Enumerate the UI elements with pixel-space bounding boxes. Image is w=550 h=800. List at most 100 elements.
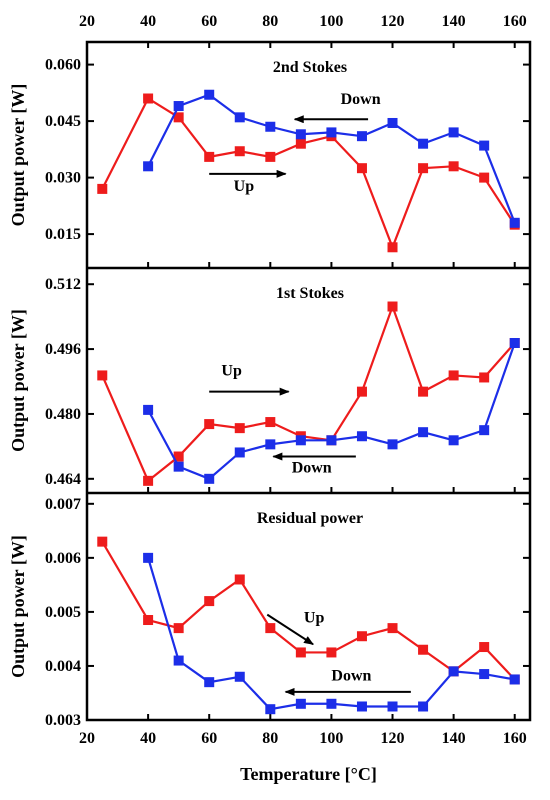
data-point-up — [295, 138, 306, 149]
data-point-up — [143, 615, 154, 626]
data-point-up — [97, 370, 108, 381]
y-tick-label: 0.007 — [45, 496, 81, 513]
y-tick-label: 0.480 — [45, 406, 81, 423]
data-point-up — [97, 536, 108, 547]
data-point-up — [265, 623, 276, 634]
x-tick-label-top: 100 — [319, 13, 343, 30]
x-tick-label-top: 120 — [381, 13, 405, 30]
annotation-label: Down — [331, 668, 371, 685]
data-point-down — [204, 89, 215, 100]
panel-title: Residual power — [257, 510, 363, 527]
annotation-label: Down — [292, 460, 332, 477]
data-point-down — [356, 701, 367, 712]
panel-title: 2nd Stokes — [273, 59, 347, 76]
annotation-label: Down — [341, 91, 381, 108]
data-point-up — [448, 370, 459, 381]
data-point-up — [173, 623, 184, 634]
annotation-label: Up — [234, 178, 255, 195]
data-point-down — [234, 112, 245, 123]
data-point-up — [234, 146, 245, 157]
y-tick-label: 0.496 — [45, 341, 81, 358]
data-point-down — [295, 435, 306, 446]
series-line-down — [147, 342, 516, 481]
x-tick-label-top: 160 — [503, 13, 527, 30]
data-point-down — [448, 435, 459, 446]
data-point-down — [479, 425, 490, 436]
data-point-up — [448, 161, 459, 172]
data-point-down — [387, 117, 398, 128]
data-point-up — [234, 423, 245, 434]
data-point-down — [418, 701, 429, 712]
data-point-down — [326, 698, 337, 709]
data-point-up — [387, 623, 398, 634]
data-point-up — [265, 151, 276, 162]
data-point-down — [234, 447, 245, 458]
data-point-up — [97, 183, 108, 194]
data-point-down — [479, 669, 490, 680]
series-line-up — [101, 541, 516, 681]
data-point-down — [234, 671, 245, 682]
data-point-down — [356, 431, 367, 442]
data-point-up — [204, 596, 215, 607]
data-point-up — [387, 301, 398, 312]
data-point-up — [204, 419, 215, 430]
series-line-up — [101, 303, 516, 483]
data-point-down — [509, 674, 520, 685]
y-tick-label: 0.060 — [45, 57, 81, 74]
data-point-down — [265, 121, 276, 132]
panel-title: 1st Stokes — [276, 285, 344, 302]
data-point-up — [479, 372, 490, 383]
x-tick-label-top: 140 — [442, 13, 466, 30]
data-point-up — [265, 417, 276, 428]
data-point-down — [204, 677, 215, 688]
data-point-up — [143, 475, 154, 486]
data-point-down — [143, 552, 154, 563]
y-tick-label: 0.004 — [45, 658, 81, 675]
data-point-down — [326, 435, 337, 446]
annotation-label: Up — [221, 362, 242, 379]
x-tick-label-bottom: 40 — [140, 730, 156, 747]
data-point-down — [509, 217, 520, 228]
data-point-up — [326, 647, 337, 658]
data-point-down — [326, 127, 337, 138]
data-point-down — [173, 461, 184, 472]
data-point-up — [418, 163, 429, 174]
series-line-down — [147, 93, 516, 224]
series-line-down — [147, 557, 515, 711]
data-point-down — [387, 701, 398, 712]
data-point-down — [356, 131, 367, 142]
data-point-down — [448, 666, 459, 677]
data-point-down — [479, 140, 490, 151]
y-tick-label: 0.015 — [45, 226, 81, 243]
data-point-up — [173, 451, 184, 462]
x-tick-label-bottom: 120 — [381, 730, 405, 747]
y-tick-label: 0.005 — [45, 604, 81, 621]
data-point-up — [479, 642, 490, 653]
data-point-up — [418, 644, 429, 655]
y-tick-label: 0.512 — [45, 276, 81, 293]
y-axis-title: Output power [W] — [8, 309, 28, 452]
data-point-down — [173, 655, 184, 666]
data-point-down — [448, 127, 459, 138]
data-point-up — [295, 647, 306, 658]
x-axis-title: Temperature [°C] — [240, 764, 377, 784]
x-tick-label-top: 80 — [262, 13, 278, 30]
data-point-down — [204, 473, 215, 484]
x-tick-label-top: 40 — [140, 13, 156, 30]
data-point-down — [143, 404, 154, 415]
data-point-down — [143, 161, 154, 172]
data-point-up — [356, 386, 367, 397]
x-tick-label-bottom: 80 — [262, 730, 278, 747]
data-point-down — [295, 698, 306, 709]
y-tick-label: 0.003 — [45, 712, 81, 729]
y-axis-title: Output power [W] — [8, 535, 28, 678]
y-tick-label: 0.006 — [45, 550, 81, 567]
data-point-up — [356, 163, 367, 174]
data-point-down — [509, 338, 520, 348]
annotation-label: Up — [304, 610, 325, 627]
x-tick-label-bottom: 60 — [201, 730, 217, 747]
x-tick-label-bottom: 100 — [319, 730, 343, 747]
y-axis-title: Output power [W] — [8, 84, 28, 227]
plot-frame — [85, 40, 532, 722]
